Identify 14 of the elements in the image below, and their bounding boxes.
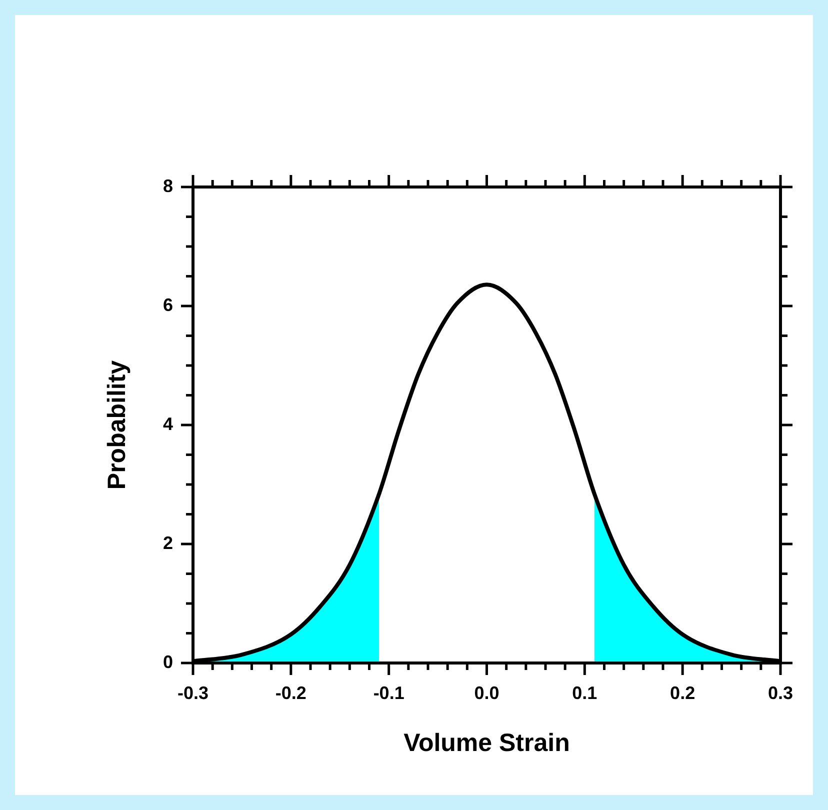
y-tick-label: 8	[162, 176, 173, 196]
x-tick-label: 0.3	[768, 682, 794, 703]
y-tick-label: 2	[162, 532, 173, 553]
x-tick-label: -0.3	[177, 682, 209, 703]
y-axis-title: Probability	[102, 360, 131, 490]
y-tick-label: 6	[162, 294, 173, 315]
x-tick-label: 0.2	[670, 682, 696, 703]
x-axis-title: Volume Strain	[404, 728, 570, 757]
x-tick-label: 0.1	[572, 682, 598, 703]
x-tick-label: -0.2	[275, 682, 306, 703]
y-tick-label: 4	[162, 414, 173, 434]
x-tick-label: -0.1	[373, 682, 404, 703]
x-tick-label: 0.0	[474, 682, 500, 703]
y-tick-label: 0	[162, 652, 173, 672]
